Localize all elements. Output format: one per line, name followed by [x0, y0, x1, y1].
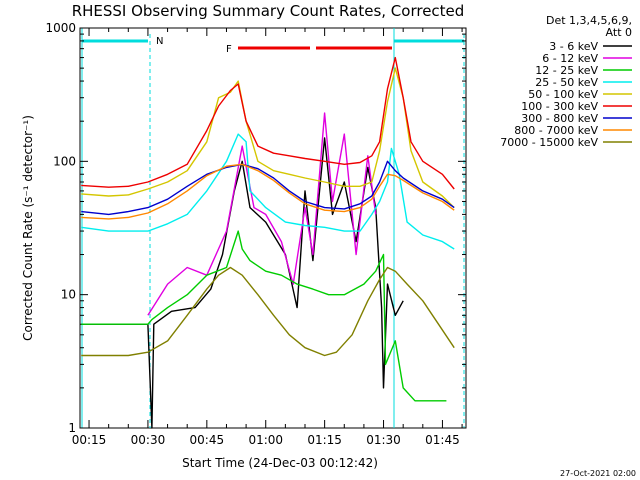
x-axis-label: Start Time (24-Dec-03 00:12:42): [182, 456, 378, 470]
x-tick-label: 01:30: [366, 433, 401, 447]
x-tick-label: 01:15: [307, 433, 342, 447]
series-line-3: [81, 230, 447, 402]
chart-title: RHESSI Observing Summary Count Rates, Co…: [72, 2, 465, 20]
legend-label: 800 - 7000 keV: [514, 124, 598, 137]
x-tick-label: 01:00: [248, 433, 283, 447]
legend-label: 3 - 6 keV: [549, 40, 598, 53]
legend-label: 300 - 800 keV: [521, 112, 598, 125]
series-line-4: [81, 133, 455, 250]
y-axis-label: Corrected Count Rate (s⁻¹ detector⁻¹): [21, 115, 35, 341]
night-label: N: [156, 36, 163, 47]
series-line-5: [81, 67, 455, 209]
series-line-7: [81, 160, 455, 216]
series-group: [81, 56, 455, 429]
x-tick-label: 00:45: [190, 433, 225, 447]
legend-label: 7000 - 15000 keV: [500, 136, 598, 149]
x-tick-label: 01:45: [425, 433, 460, 447]
x-tick-label: 00:30: [131, 433, 166, 447]
series-line-6: [81, 56, 455, 190]
legend-label: 12 - 25 keV: [535, 64, 598, 77]
legend-label: 6 - 12 keV: [542, 52, 598, 65]
footer-date: 27-Oct-2021 02:00: [560, 469, 636, 478]
legend-label: 25 - 50 keV: [535, 76, 598, 89]
y-tick-label: 100: [53, 154, 76, 168]
y-tick-label: 10: [61, 288, 76, 302]
y-tick-label: 1000: [45, 21, 76, 35]
series-line-1: [81, 137, 404, 429]
legend-header: Att 0: [606, 26, 632, 39]
flare-label: F: [226, 44, 232, 55]
x-tick-label: 00:15: [72, 433, 107, 447]
legend-header: Det 1,3,4,5,6,9,: [546, 14, 632, 27]
axis-ticks: 00:15 00:30 00:45 01:00 01:15 01:30 01:45 1 10 10…: [45, 21, 466, 447]
series-line-9: [81, 266, 455, 357]
legend-label: 100 - 300 keV: [521, 100, 598, 113]
plot-frame: [79, 27, 467, 429]
series-line-2: [147, 112, 377, 316]
legend-label: 50 - 100 keV: [528, 88, 598, 101]
series-line-8: [81, 163, 455, 220]
y-tick-label: 1: [68, 421, 76, 435]
